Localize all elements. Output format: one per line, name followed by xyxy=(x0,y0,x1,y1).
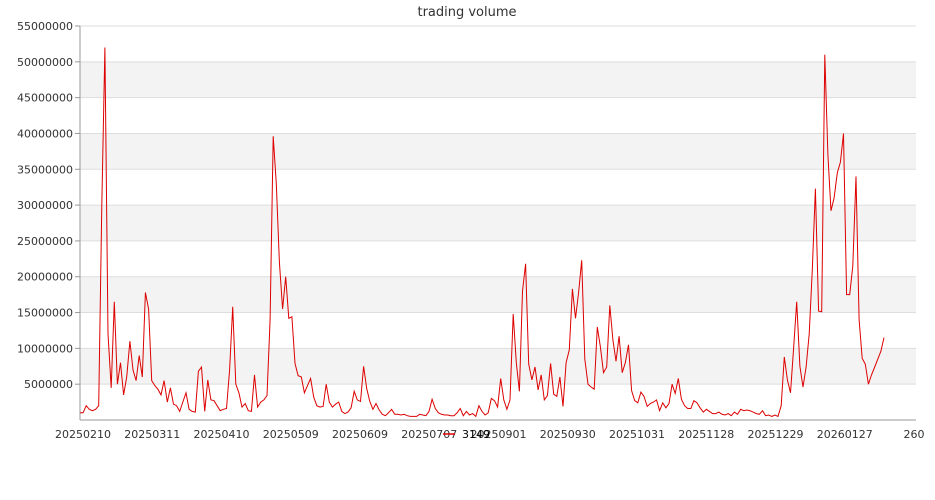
y-tick-label: 55000000 xyxy=(17,20,73,33)
x-tick-label: 20251031 xyxy=(609,428,665,441)
y-tick-label: 5000000 xyxy=(24,378,73,391)
background-band xyxy=(80,133,916,170)
x-tick-label: 20250210 xyxy=(55,428,111,441)
y-axis: 5000000 10000000 15000000 20000000 25000000 3… xyxy=(17,20,916,421)
x-tick-label: 20250311 xyxy=(124,428,180,441)
y-tick-label: 10000000 xyxy=(17,342,73,355)
x-tick-label: 20250609 xyxy=(332,428,388,441)
legend: 3149 xyxy=(443,428,490,441)
y-tick-label: 45000000 xyxy=(17,92,73,105)
y-tick-label: 30000000 xyxy=(17,199,73,212)
x-tick-label: 20251229 xyxy=(748,428,804,441)
x-axis: 20250210 20250311 20250410 20250509 20250609… xyxy=(55,428,925,441)
x-tick-label: 260 xyxy=(904,428,925,441)
series-line xyxy=(80,47,885,418)
grid-lines xyxy=(80,25,916,385)
x-tick-label: 20250410 xyxy=(194,428,250,441)
series-layer xyxy=(80,47,885,418)
x-tick-label: 20250509 xyxy=(263,428,319,441)
background-bands xyxy=(80,61,916,385)
x-tick-label: 20250707 xyxy=(401,428,457,441)
x-tick-label: 20251128 xyxy=(678,428,734,441)
y-tick-label: 50000000 xyxy=(17,56,73,69)
x-tick-label: 20260127 xyxy=(817,428,873,441)
x-tick-label: 20250901 xyxy=(471,428,527,441)
background-band xyxy=(80,61,916,98)
y-tick-label: 15000000 xyxy=(17,307,73,320)
y-tick-label: 20000000 xyxy=(17,271,73,284)
background-band xyxy=(80,205,916,241)
background-band xyxy=(80,276,916,313)
legend-label: 3149 xyxy=(462,428,490,441)
background-band xyxy=(80,348,916,385)
y-tick-label: 35000000 xyxy=(17,163,73,176)
y-tick-label: 40000000 xyxy=(17,127,73,140)
chart-title: trading volume xyxy=(417,5,516,20)
y-tick-label: 25000000 xyxy=(17,235,73,248)
x-tick-label: 20250930 xyxy=(540,428,596,441)
